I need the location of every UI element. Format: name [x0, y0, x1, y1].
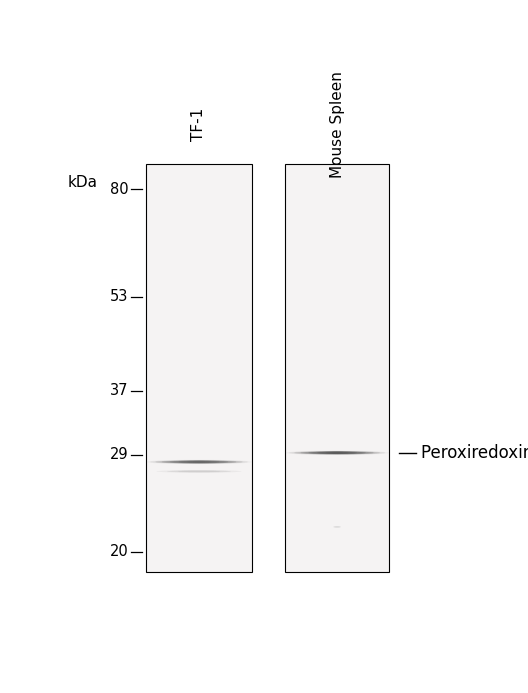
- Ellipse shape: [285, 450, 389, 455]
- Ellipse shape: [169, 461, 228, 464]
- Ellipse shape: [146, 460, 252, 464]
- Ellipse shape: [332, 452, 342, 454]
- Text: 29: 29: [110, 447, 128, 462]
- Ellipse shape: [289, 451, 385, 455]
- Ellipse shape: [308, 452, 366, 454]
- Ellipse shape: [326, 452, 348, 454]
- Text: Mouse Spleen: Mouse Spleen: [329, 71, 345, 177]
- Text: 80: 80: [110, 182, 128, 197]
- Ellipse shape: [156, 470, 241, 473]
- Ellipse shape: [162, 460, 236, 464]
- Text: TF-1: TF-1: [192, 107, 206, 141]
- Ellipse shape: [333, 526, 341, 527]
- Ellipse shape: [179, 461, 219, 463]
- Ellipse shape: [187, 461, 211, 463]
- Ellipse shape: [167, 471, 231, 473]
- Ellipse shape: [300, 451, 374, 455]
- Text: 20: 20: [109, 544, 128, 559]
- Text: 37: 37: [110, 383, 128, 398]
- Ellipse shape: [294, 451, 380, 455]
- Text: kDa: kDa: [68, 175, 98, 190]
- Ellipse shape: [155, 460, 242, 464]
- Text: Peroxiredoxin 3: Peroxiredoxin 3: [421, 444, 528, 462]
- Text: 53: 53: [110, 290, 128, 304]
- Bar: [146, 164, 252, 572]
- Ellipse shape: [317, 452, 357, 454]
- Ellipse shape: [178, 471, 220, 472]
- Ellipse shape: [150, 460, 248, 464]
- Ellipse shape: [194, 461, 204, 463]
- Bar: [285, 164, 389, 572]
